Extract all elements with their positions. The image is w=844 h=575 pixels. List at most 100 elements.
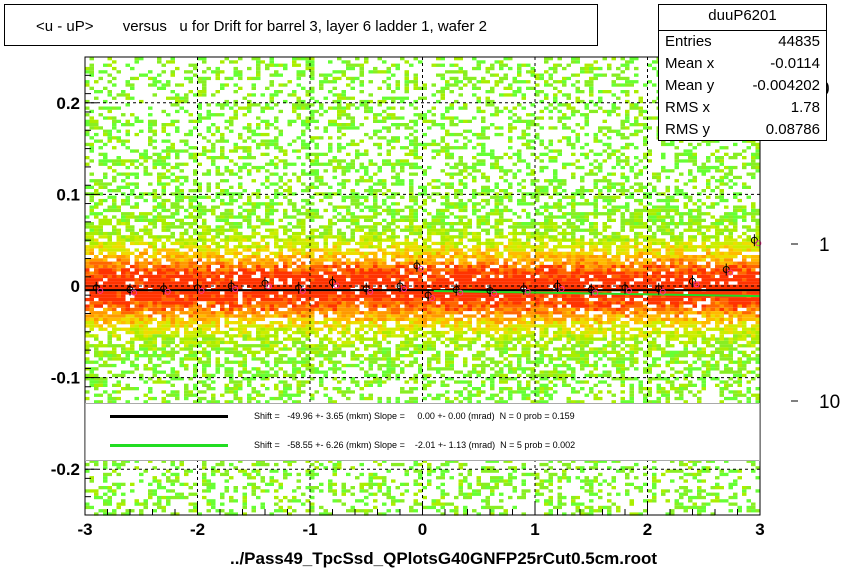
heatmap-cell (503, 218, 508, 222)
heatmap-cell (404, 73, 409, 77)
heatmap-cell (211, 261, 216, 265)
heatmap-cell (494, 208, 499, 213)
heatmap-cell (728, 255, 733, 259)
heatmap-cell (409, 271, 414, 275)
heatmap-cell (121, 139, 126, 143)
heatmap-cell (458, 251, 463, 255)
heatmap-cell (301, 139, 306, 143)
heatmap-cell (422, 116, 427, 120)
heatmap-cell (152, 83, 157, 87)
heatmap-cell (710, 165, 715, 170)
heatmap-cell (94, 228, 99, 232)
heatmap-cell (269, 96, 274, 100)
heatmap-cell (283, 182, 288, 186)
heatmap-cell (512, 222, 517, 226)
heatmap-cell (206, 129, 211, 133)
heatmap-cell (548, 126, 553, 130)
heatmap-cell (220, 113, 225, 117)
heatmap-cell (283, 208, 288, 213)
heatmap-cell (589, 271, 594, 275)
heatmap-cell (427, 261, 432, 265)
heatmap-cell (332, 248, 337, 252)
heatmap-cell (359, 175, 364, 180)
heatmap-cell (238, 175, 243, 180)
heatmap-cell (679, 152, 684, 156)
heatmap-cell (625, 136, 630, 140)
heatmap-cell (503, 278, 508, 282)
heatmap-cell (706, 159, 711, 163)
heatmap-cell (170, 179, 175, 183)
heatmap-cell (238, 106, 243, 110)
heatmap-cell (314, 215, 319, 219)
heatmap-cell (445, 245, 450, 249)
heatmap-cell (220, 189, 225, 193)
heatmap-cell (274, 90, 279, 94)
heatmap-cell (175, 241, 180, 246)
heatmap-cell (229, 198, 234, 203)
heatmap-cell (391, 195, 396, 199)
heatmap-cell (445, 132, 450, 137)
heatmap-cell (503, 248, 508, 252)
heatmap-cell (202, 261, 207, 265)
heatmap-cell (269, 60, 274, 64)
heatmap-cell (647, 149, 652, 153)
heatmap-cell (98, 222, 103, 226)
heatmap-cell (301, 255, 306, 259)
heatmap-cell (539, 278, 544, 282)
heatmap-cell (476, 235, 481, 239)
heatmap-cell (269, 251, 274, 255)
heatmap-cell (539, 251, 544, 255)
heatmap-cell (152, 255, 157, 259)
heatmap-cell (229, 228, 234, 232)
heatmap-cell (247, 106, 252, 110)
heatmap-cell (346, 123, 351, 127)
heatmap-cell (607, 264, 612, 269)
heatmap-cell (733, 222, 738, 226)
heatmap-cell (346, 261, 351, 265)
heatmap-cell (706, 235, 711, 239)
heatmap-cell (256, 218, 261, 222)
heatmap-cell (386, 86, 391, 90)
heatmap-cell (197, 189, 202, 193)
heatmap-cell (278, 202, 283, 206)
heatmap-cell (143, 261, 148, 265)
heatmap-cell (287, 162, 292, 166)
heatmap-cell (400, 96, 405, 100)
heatmap-cell (134, 271, 139, 275)
heatmap-cell (742, 258, 747, 262)
heatmap-cell (116, 264, 121, 269)
heatmap-cell (530, 278, 535, 282)
heatmap-cell (409, 152, 414, 156)
heatmap-cell (359, 268, 364, 272)
heatmap-cell (562, 235, 567, 239)
heatmap-cell (350, 96, 355, 100)
heatmap-cell (706, 169, 711, 173)
heatmap-cell (661, 139, 666, 143)
heatmap-cell (382, 251, 387, 255)
heatmap-cell (332, 119, 337, 123)
heatmap-cell (184, 278, 189, 282)
heatmap-cell (157, 57, 162, 61)
heatmap-cell (481, 218, 486, 222)
heatmap-cell (265, 169, 270, 173)
heatmap-cell (449, 119, 454, 123)
heatmap-cell (400, 208, 405, 213)
heatmap-cell (175, 261, 180, 265)
heatmap-cell (539, 264, 544, 269)
heatmap-cell (539, 212, 544, 216)
heatmap-cell (283, 278, 288, 282)
heatmap-cell (593, 139, 598, 143)
heatmap-cell (562, 261, 567, 265)
heatmap-cell (751, 175, 756, 180)
heatmap-cell (296, 258, 301, 262)
heatmap-cell (611, 165, 616, 170)
heatmap-cell (611, 152, 616, 156)
heatmap-cell (359, 261, 364, 265)
heatmap-cell (274, 146, 279, 150)
heatmap-cell (350, 202, 355, 206)
heatmap-cell (224, 208, 229, 213)
heatmap-cell (674, 205, 679, 209)
heatmap-cell (634, 175, 639, 180)
heatmap-cell (562, 215, 567, 219)
heatmap-cell (107, 268, 112, 272)
